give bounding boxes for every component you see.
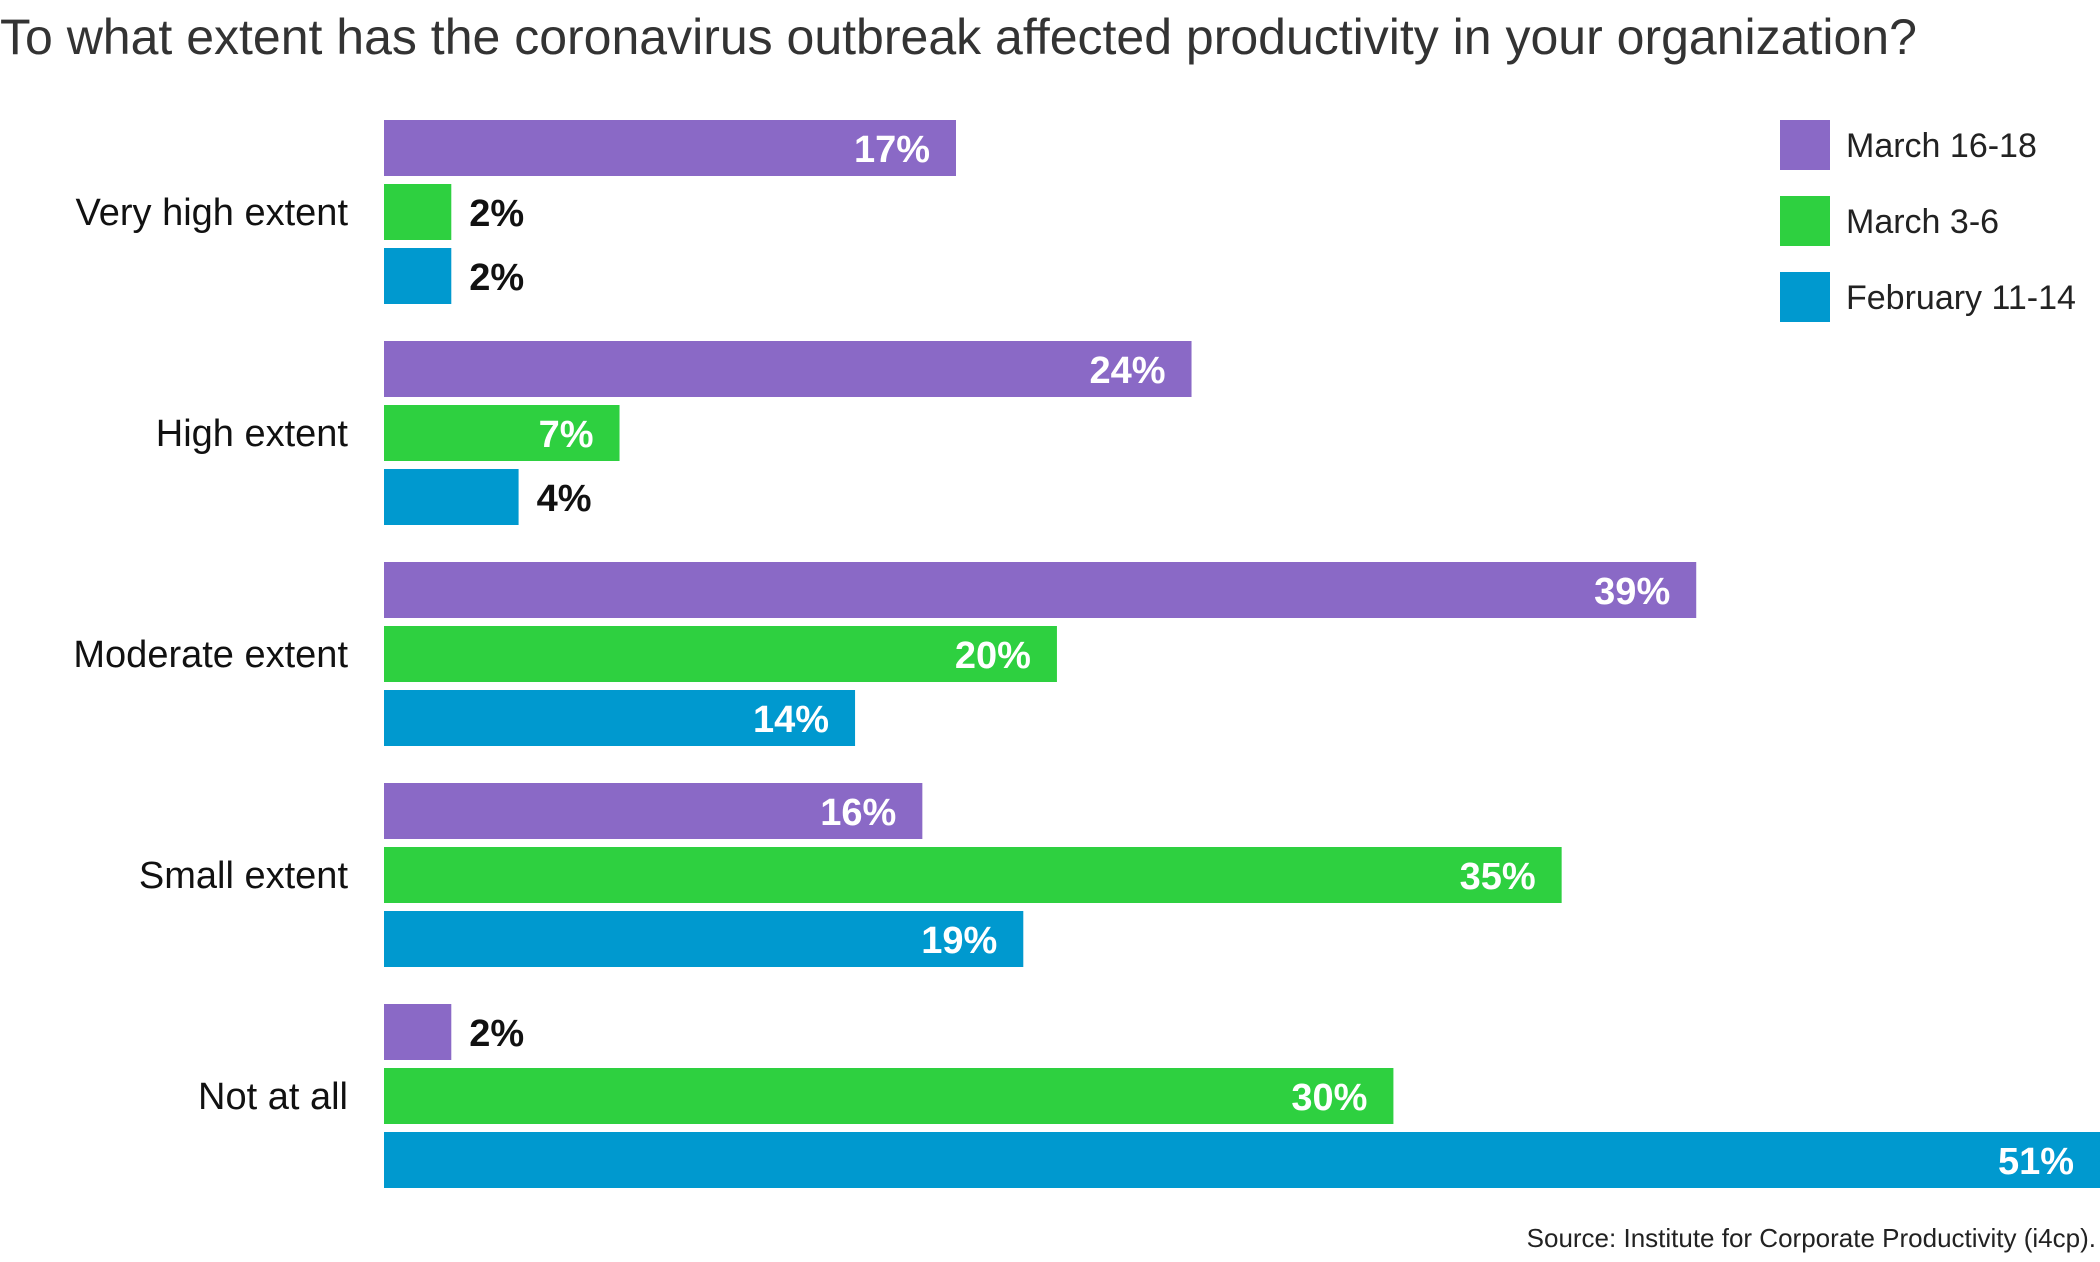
- bar: [384, 690, 856, 746]
- chart-title: To what extent has the coronavirus outbr…: [0, 9, 1917, 65]
- data-label: 20%: [955, 635, 1031, 677]
- category-label: Very high extent: [75, 192, 348, 234]
- chart-source: Source: Institute for Corporate Producti…: [1526, 1223, 2096, 1253]
- legend-label: March 16-18: [1846, 127, 2037, 165]
- bar: [384, 847, 1562, 903]
- bar: [384, 120, 956, 176]
- bar: [384, 184, 452, 240]
- data-label: 7%: [539, 414, 594, 456]
- data-label: 16%: [820, 792, 896, 834]
- legend-label: February 11-14: [1846, 279, 2076, 317]
- bar: [384, 469, 519, 525]
- data-label: 39%: [1594, 571, 1670, 613]
- bar: [384, 248, 452, 304]
- legend-label: March 3-6: [1846, 203, 1999, 241]
- data-label: 2%: [469, 257, 524, 299]
- category-label: Small extent: [139, 855, 349, 897]
- legend-swatch: [1780, 196, 1830, 246]
- category-label: High extent: [156, 413, 349, 455]
- bar: [384, 1132, 2100, 1188]
- data-label: 51%: [1998, 1141, 2074, 1183]
- data-label: 14%: [753, 699, 829, 741]
- data-label: 2%: [469, 193, 524, 235]
- bar: [384, 562, 1697, 618]
- legend-swatch: [1780, 272, 1830, 322]
- data-label: 2%: [469, 1013, 524, 1055]
- category-label: Moderate extent: [73, 634, 348, 676]
- bar: [384, 626, 1057, 682]
- bar: [384, 1004, 452, 1060]
- bar: [384, 405, 620, 461]
- data-label: 35%: [1460, 856, 1536, 898]
- data-label: 19%: [921, 920, 997, 962]
- bar: [384, 341, 1192, 397]
- bar: [384, 783, 923, 839]
- bar: [384, 911, 1024, 967]
- data-label: 4%: [537, 478, 592, 520]
- data-label: 24%: [1089, 350, 1165, 392]
- data-label: 30%: [1291, 1077, 1367, 1119]
- bar: [384, 1068, 1394, 1124]
- legend-swatch: [1780, 120, 1830, 170]
- category-label: Not at all: [198, 1076, 348, 1118]
- data-label: 17%: [854, 129, 930, 171]
